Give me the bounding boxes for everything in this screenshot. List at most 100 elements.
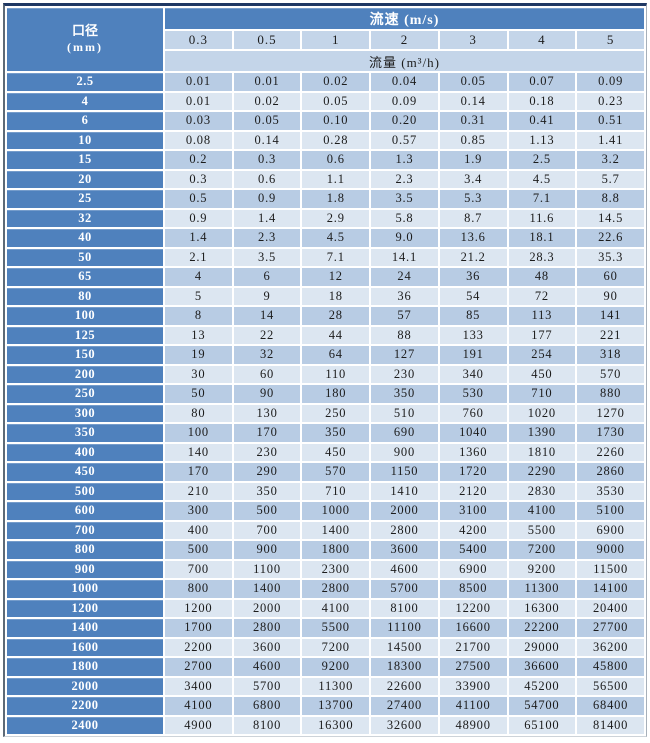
flow-value-cell: 5.7 xyxy=(575,168,646,190)
table-row: 900 700 1100 2300 4600 6900 9200 11500 xyxy=(5,558,646,580)
flow-value-cell: 1100 xyxy=(231,558,303,580)
flow-value-cell: 12200 xyxy=(437,597,509,619)
flow-value-cell: 22200 xyxy=(506,617,578,639)
flow-value-cell: 230 xyxy=(369,363,440,385)
table-row: 6 0.03 0.05 0.10 0.20 0.31 0.41 0.51 xyxy=(5,110,646,132)
flow-value-cell: 0.02 xyxy=(300,71,372,93)
flow-value-cell: 4.5 xyxy=(506,168,578,190)
flow-value-cell: 5.3 xyxy=(437,188,509,210)
table-row: 350 100 170 350 690 1040 1390 1730 xyxy=(5,422,646,444)
flow-value-cell: 2800 xyxy=(231,617,303,639)
flow-value-cell: 2260 xyxy=(575,441,646,463)
flow-value-cell: 450 xyxy=(506,363,578,385)
flow-value-cell: 700 xyxy=(163,558,234,580)
flow-value-cell: 4200 xyxy=(437,519,509,541)
flow-value-cell: 350 xyxy=(300,422,372,444)
diameter-cell: 200 xyxy=(5,363,165,385)
flow-value-cell: 14 xyxy=(231,305,303,327)
diameter-cell: 600 xyxy=(5,500,165,522)
flow-value-cell: 0.07 xyxy=(506,71,578,93)
flow-value-cell: 1.4 xyxy=(231,207,303,229)
flow-value-cell: 41100 xyxy=(437,695,509,717)
flow-value-cell: 36 xyxy=(437,266,509,288)
flow-value-cell: 530 xyxy=(437,383,509,405)
flow-value-cell: 510 xyxy=(369,402,440,424)
velocity-value-header: 4 xyxy=(506,29,578,51)
flow-value-cell: 0.2 xyxy=(163,149,234,171)
diameter-cell: 1600 xyxy=(5,636,165,658)
flow-value-cell: 0.09 xyxy=(369,90,440,112)
flow-value-cell: 1730 xyxy=(575,422,646,444)
flow-value-cell: 80 xyxy=(163,402,234,424)
table-row: 150 19 32 64 127 191 254 318 xyxy=(5,344,646,366)
diameter-cell: 25 xyxy=(5,188,165,210)
flow-value-cell: 13.6 xyxy=(437,227,509,249)
flow-value-cell: 2.1 xyxy=(163,246,234,268)
flow-band-header: 流量 (m³/h) xyxy=(163,49,646,73)
flow-value-cell: 36 xyxy=(369,285,440,307)
flow-value-cell: 2.3 xyxy=(369,168,440,190)
flow-value-cell: 2.9 xyxy=(300,207,372,229)
flow-value-cell: 3100 xyxy=(437,500,509,522)
table-row: 1200 1200 2000 4100 8100 12200 16300 20400 xyxy=(5,597,646,619)
flow-value-cell: 9 xyxy=(231,285,303,307)
diameter-cell: 80 xyxy=(5,285,165,307)
flow-value-cell: 28 xyxy=(300,305,372,327)
flow-value-cell: 700 xyxy=(231,519,303,541)
diameter-cell: 2.5 xyxy=(5,71,165,93)
flow-value-cell: 0.20 xyxy=(369,110,440,132)
flow-value-cell: 1270 xyxy=(575,402,646,424)
table-row: 80 5 9 18 36 54 72 90 xyxy=(5,285,646,307)
table-row: 700 400 700 1400 2800 4200 5500 6900 xyxy=(5,519,646,541)
flow-band-row: 流量 (m³/h) xyxy=(6,49,646,73)
flow-value-cell: 0.05 xyxy=(300,90,372,112)
flow-value-cell: 45800 xyxy=(575,656,646,678)
velocity-value-header: 3 xyxy=(437,29,509,51)
diameter-cell: 2200 xyxy=(5,695,165,717)
flow-value-cell: 11500 xyxy=(575,558,646,580)
velocity-value-header: 0.5 xyxy=(231,29,303,51)
flow-value-cell: 340 xyxy=(437,363,509,385)
diameter-cell: 400 xyxy=(5,441,165,463)
table-row: 40 1.4 2.3 4.5 9.0 13.6 18.1 22.6 xyxy=(5,227,646,249)
flow-value-cell: 8500 xyxy=(437,578,509,600)
velocity-value-header: 0.3 xyxy=(163,29,234,51)
flow-value-cell: 9200 xyxy=(300,656,372,678)
table-row: 65 4 6 12 24 36 48 60 xyxy=(5,266,646,288)
flow-value-cell: 64 xyxy=(300,344,372,366)
flow-value-cell: 4600 xyxy=(231,656,303,678)
flow-value-cell: 0.04 xyxy=(369,71,440,93)
flow-value-cell: 318 xyxy=(575,344,646,366)
flow-value-cell: 110 xyxy=(300,363,372,385)
flow-value-cell: 0.02 xyxy=(231,90,303,112)
flow-value-cell: 500 xyxy=(231,500,303,522)
table-row: 1600 2200 3600 7200 14500 21700 29000 36200 xyxy=(5,636,646,658)
flow-value-cell: 350 xyxy=(369,383,440,405)
flow-value-cell: 3600 xyxy=(369,539,440,561)
flow-value-cell: 9000 xyxy=(575,539,646,561)
flow-value-cell: 3.4 xyxy=(437,168,509,190)
diameter-cell: 350 xyxy=(5,422,165,444)
flow-value-cell: 68400 xyxy=(575,695,646,717)
flow-value-cell: 2700 xyxy=(163,656,234,678)
flow-value-cell: 1200 xyxy=(163,597,234,619)
table-row: 2000 3400 5700 11300 22600 33900 45200 56500 xyxy=(5,675,646,697)
flow-value-cell: 140 xyxy=(163,441,234,463)
table-row: 1800 2700 4600 9200 18300 27500 36600 45800 xyxy=(5,656,646,678)
flow-value-cell: 0.51 xyxy=(575,110,646,132)
flow-value-cell: 690 xyxy=(369,422,440,444)
flow-value-cell: 45200 xyxy=(506,675,578,697)
diameter-cell: 10 xyxy=(5,129,165,151)
flow-value-cell: 7200 xyxy=(300,636,372,658)
flow-value-cell: 0.28 xyxy=(300,129,372,151)
flow-value-cell: 36600 xyxy=(506,656,578,678)
flow-value-cell: 3.5 xyxy=(231,246,303,268)
flow-value-cell: 9.0 xyxy=(369,227,440,249)
diameter-cell: 150 xyxy=(5,344,165,366)
flow-value-cell: 0.9 xyxy=(231,188,303,210)
table-row: 100 8 14 28 57 85 113 141 xyxy=(5,305,646,327)
table-row: 2.5 0.01 0.01 0.02 0.04 0.05 0.07 0.09 xyxy=(5,71,646,93)
flow-value-cell: 2800 xyxy=(369,519,440,541)
flow-value-cell: 0.9 xyxy=(163,207,234,229)
flow-value-cell: 54700 xyxy=(506,695,578,717)
